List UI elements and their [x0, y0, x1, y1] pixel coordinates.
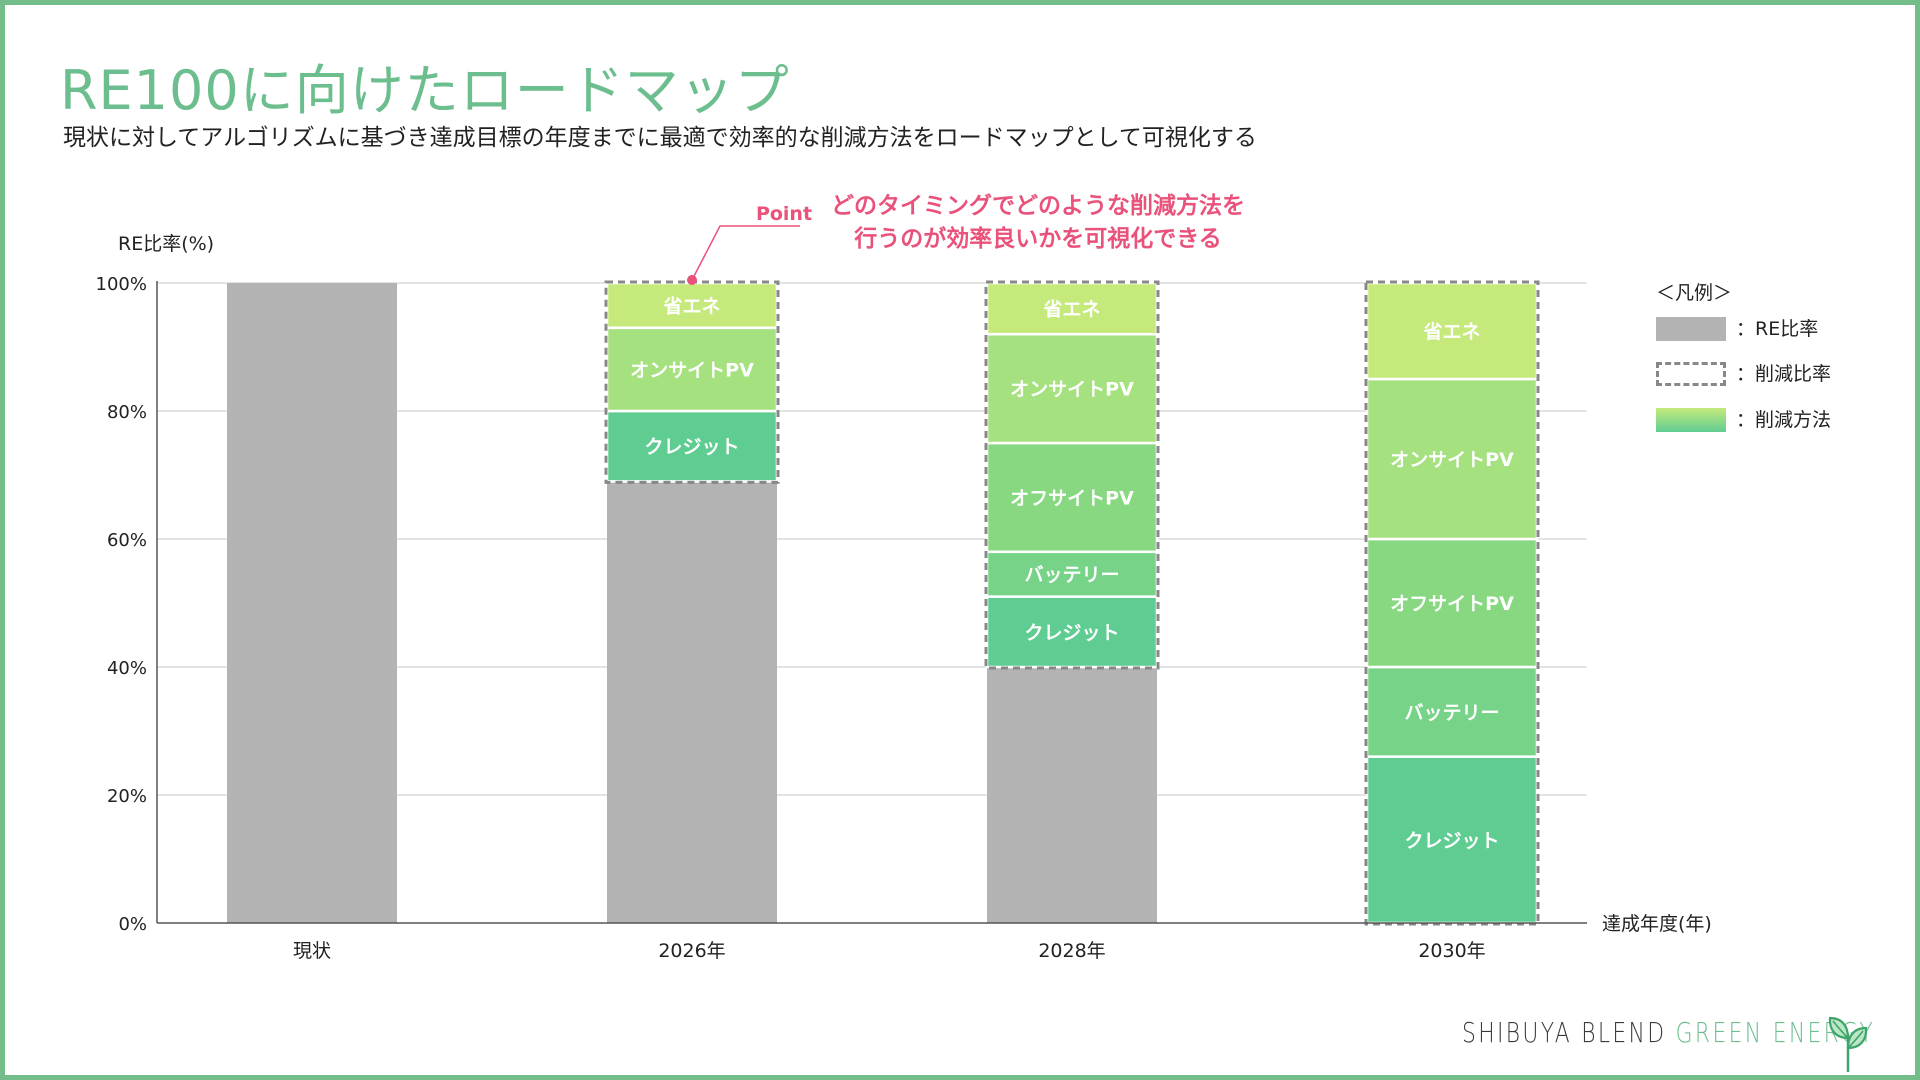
- callout-line-1: どのタイミングでどのような削減方法を: [831, 193, 1245, 219]
- legend-swatch: [1656, 362, 1726, 386]
- segment-label: バッテリー: [1024, 564, 1119, 586]
- page-subtitle: 現状に対してアルゴリズムに基づき達成目標の年度までに最適で効率的な削減方法をロー…: [63, 125, 1257, 151]
- page-title: RE100に向けたロードマップ: [60, 59, 790, 122]
- re-bar: [987, 667, 1157, 923]
- x-axis-label: 達成年度(年): [1602, 913, 1712, 935]
- brand-name: SHIBUYA BLEND: [1462, 1016, 1676, 1049]
- callout-pointer-line: [691, 225, 800, 281]
- segment-label: オフサイトPV: [1010, 487, 1134, 509]
- x-category-label: 2028年: [1038, 940, 1105, 962]
- legend-swatch: [1656, 408, 1726, 432]
- sprout-icon: [1828, 1016, 1868, 1072]
- brand-logo-text: SHIBUYA BLEND GREEN ENERGY: [1462, 1016, 1875, 1049]
- segment-label: クレジット: [644, 436, 739, 458]
- y-tick-label: 20%: [107, 786, 147, 807]
- x-category-label: 2026年: [658, 940, 725, 962]
- reduction-segment: [605, 409, 779, 483]
- reduction-segment: [985, 281, 1159, 336]
- segment-label: 省エネ: [662, 295, 720, 317]
- x-category-label: 2030年: [1418, 940, 1485, 962]
- reduction-ratio-outline: [1364, 280, 1540, 926]
- segment-label: クレジット: [1024, 622, 1119, 644]
- reduction-segment: [1365, 665, 1539, 758]
- legend-label: ：削減比率: [1736, 363, 1832, 385]
- segment-label: オンサイトPV: [630, 359, 754, 381]
- reduction-segment: [1365, 755, 1539, 925]
- legend-label: ：RE比率: [1736, 318, 1819, 340]
- segment-label: オフサイトPV: [1390, 593, 1514, 615]
- y-tick-label: 100%: [96, 274, 147, 295]
- legend-title: ＜凡例＞: [1656, 282, 1733, 304]
- reduction-segment: [985, 550, 1159, 598]
- segment-label: オンサイトPV: [1010, 379, 1134, 401]
- segment-label: クレジット: [1404, 830, 1499, 852]
- reduction-segment: [605, 281, 779, 330]
- y-axis-label: RE比率(%): [118, 233, 214, 255]
- segment-label: 省エネ: [1422, 321, 1480, 343]
- segment-label: オンサイトPV: [1390, 449, 1514, 471]
- legend-label: ：削減方法: [1736, 409, 1832, 431]
- y-tick-label: 60%: [107, 530, 147, 551]
- reduction-segment: [605, 326, 779, 413]
- y-tick-label: 40%: [107, 658, 147, 679]
- re-bar: [607, 481, 777, 923]
- y-tick-label: 80%: [107, 402, 147, 423]
- reduction-segment: [1365, 537, 1539, 669]
- y-tick-label: 0%: [118, 914, 147, 935]
- callout-line-2: 行うのが効率良いかを可視化できる: [854, 226, 1222, 252]
- point-callout: どのタイミングでどのような削減方法を 行うのが効率良いかを可視化できる: [818, 190, 1258, 256]
- callout-tag: Point: [756, 203, 812, 225]
- reduction-ratio-outline: [984, 280, 1160, 670]
- segment-label: バッテリー: [1404, 702, 1499, 724]
- x-category-label: 現状: [293, 940, 331, 962]
- legend-swatch: [1656, 317, 1726, 341]
- re-bar: [227, 283, 397, 923]
- segment-label: 省エネ: [1042, 299, 1100, 321]
